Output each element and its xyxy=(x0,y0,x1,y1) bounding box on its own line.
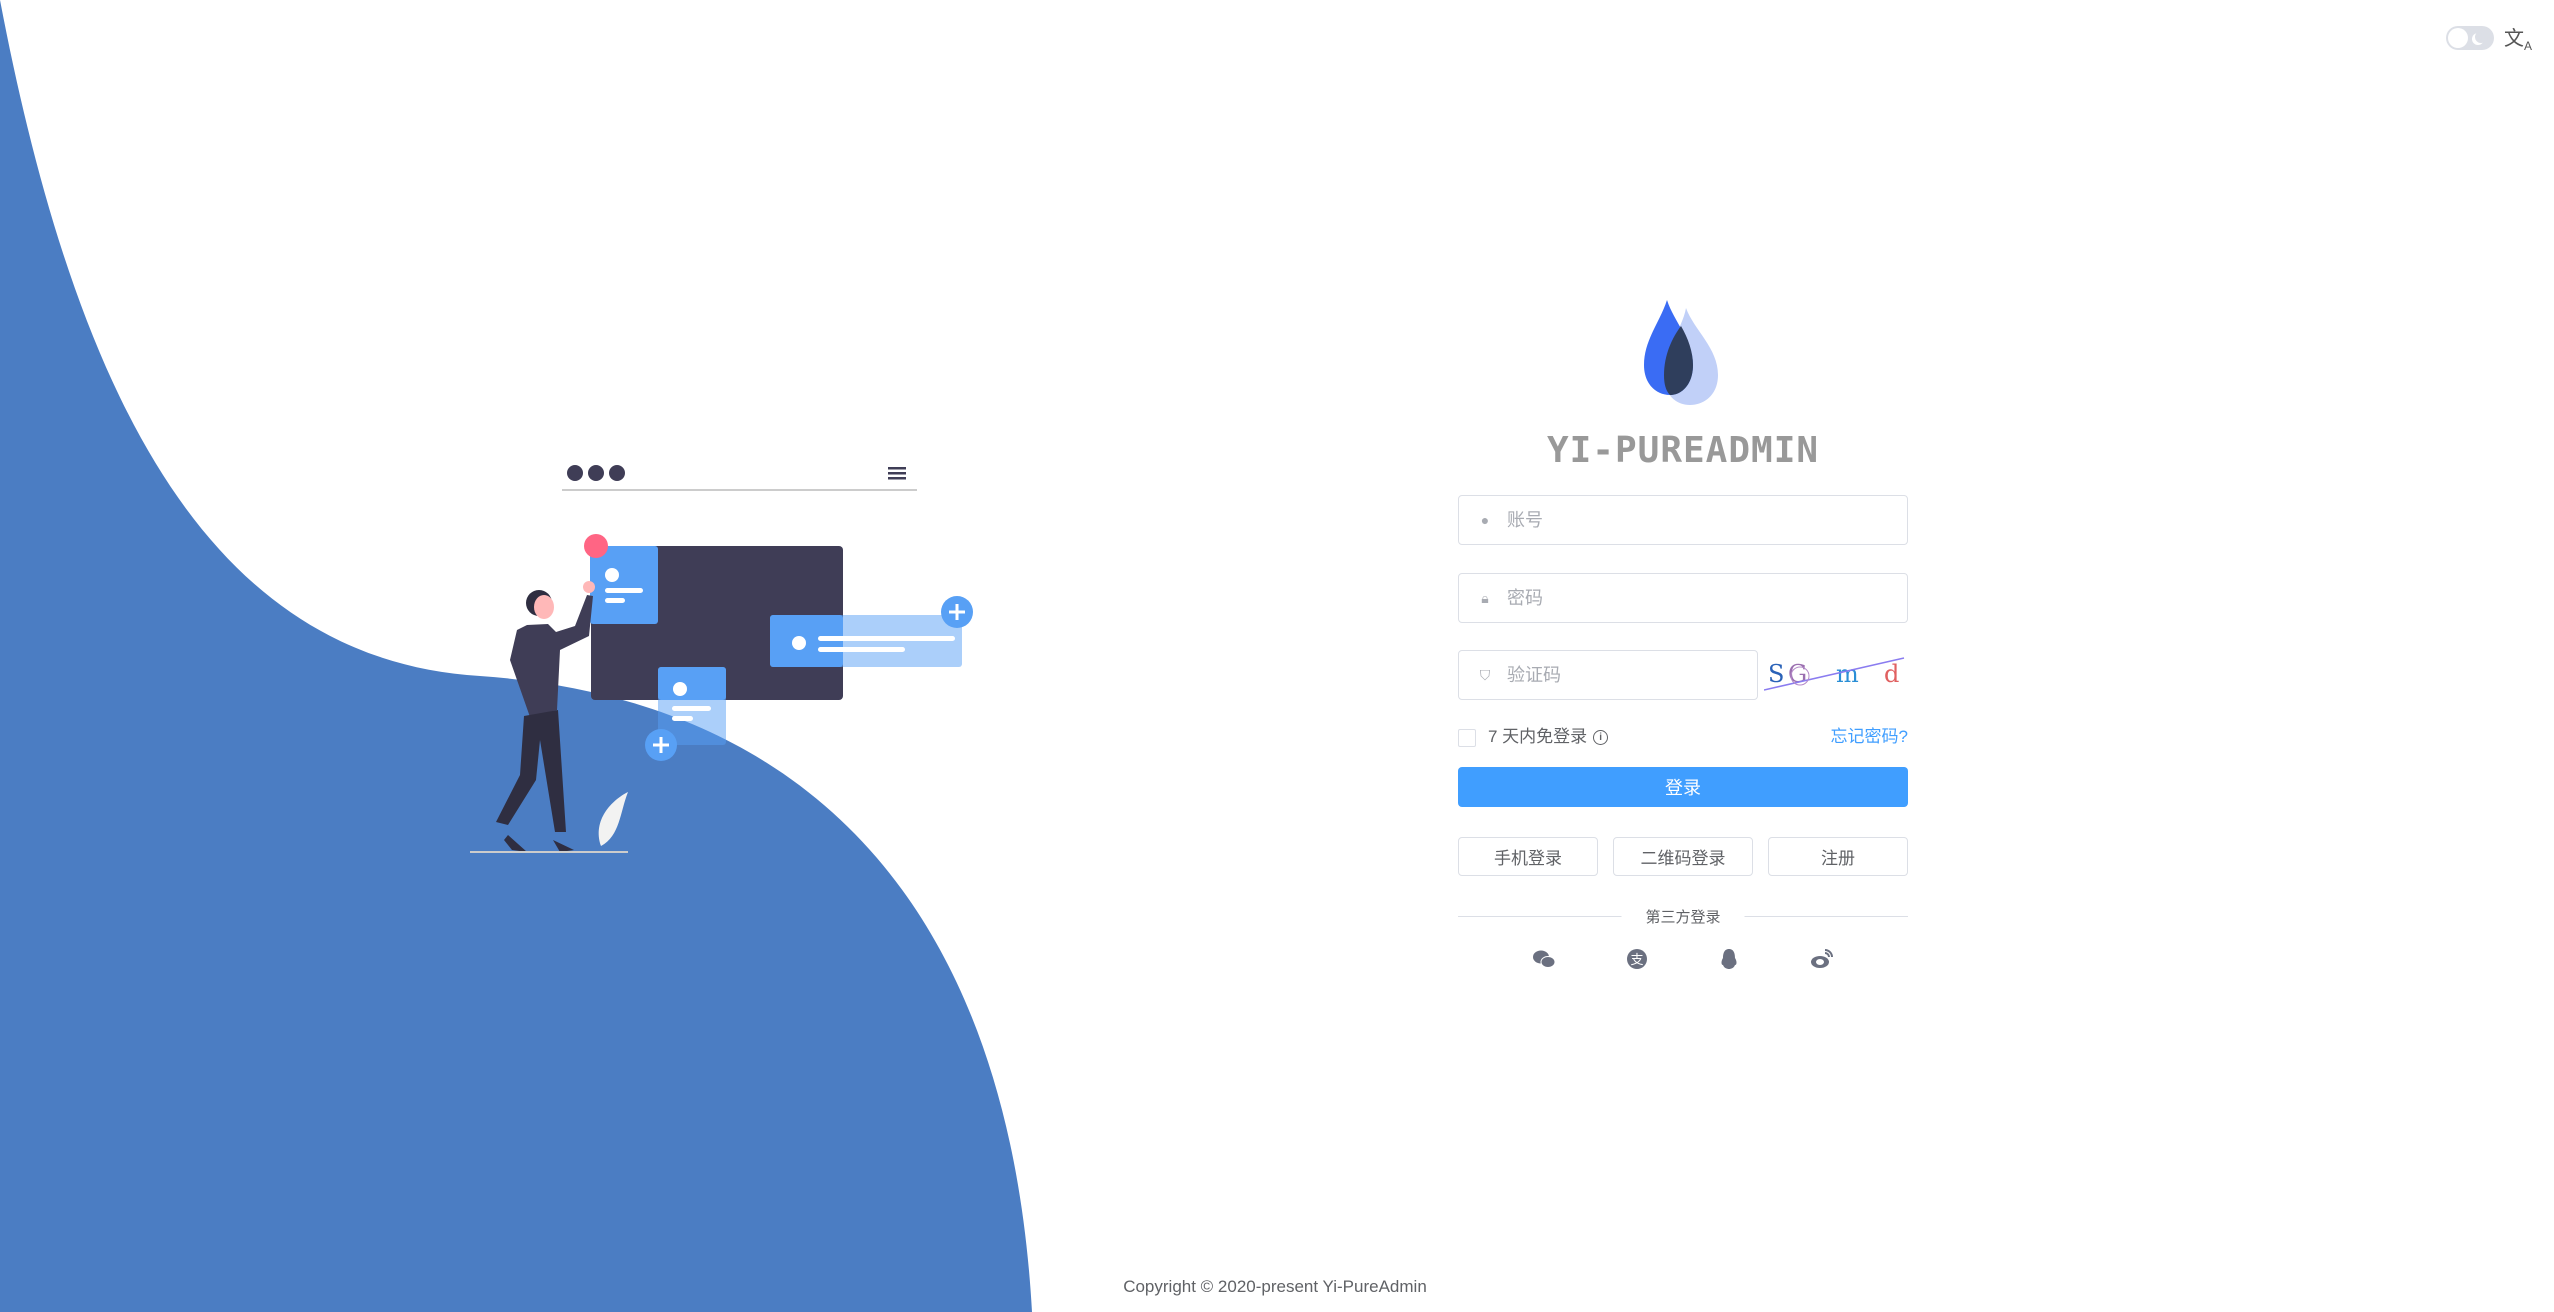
social-login: 支 xyxy=(1458,947,1908,971)
third-party-label: 第三方登录 xyxy=(1621,906,1745,927)
phone-login-button[interactable]: 手机登录 xyxy=(1458,837,1598,876)
captcha-image[interactable]: S G m d xyxy=(1764,650,1908,700)
captcha-field[interactable]: ⛉ xyxy=(1458,650,1758,700)
weibo-icon[interactable] xyxy=(1810,947,1834,971)
remember-label: 7 天内免登录 xyxy=(1488,727,1588,746)
lock-icon: 🔒︎ xyxy=(1481,589,1489,606)
forgot-password-link[interactable]: 忘记密码? xyxy=(1830,727,1908,746)
checkbox-box[interactable] xyxy=(1458,728,1476,747)
footer-copyright: Copyright © 2020-present Yi-PureAdmin xyxy=(0,1277,2554,1297)
login-button[interactable]: 登录 xyxy=(1458,767,1908,807)
captcha-input[interactable] xyxy=(1505,663,1757,687)
svg-text:m: m xyxy=(1836,660,1859,688)
login-illustration xyxy=(470,465,973,853)
wechat-icon[interactable] xyxy=(1532,947,1556,971)
info-icon[interactable]: i xyxy=(1593,730,1609,746)
shield-icon: ⛉ xyxy=(1479,666,1491,683)
top-right-toolbar: 文A xyxy=(2445,22,2532,53)
svg-text:支: 支 xyxy=(1630,952,1643,967)
moon-icon xyxy=(2475,31,2487,43)
logo xyxy=(1644,300,1718,405)
qr-login-button[interactable]: 二维码登录 xyxy=(1613,837,1753,876)
remember-checkbox[interactable]: 7 天内免登录 i xyxy=(1458,722,1609,747)
background-wave xyxy=(0,0,1032,1312)
switch-knob xyxy=(2447,27,2468,48)
user-icon: ● xyxy=(1480,512,1490,528)
password-input[interactable] xyxy=(1505,586,1907,610)
alt-login-buttons: 手机登录 二维码登录 注册 xyxy=(1458,837,1908,876)
password-field[interactable]: 🔒︎ xyxy=(1458,573,1908,623)
qq-icon[interactable] xyxy=(1717,947,1741,971)
remember-row: 7 天内免登录 i 忘记密码? xyxy=(1458,722,1908,747)
svg-text:d: d xyxy=(1884,660,1899,688)
alipay-icon[interactable]: 支 xyxy=(1625,947,1649,971)
app-title: YI-PUREADMIN xyxy=(1546,430,1820,471)
login-form: YI-PUREADMIN ● 🔒︎ ⛉ S G m d 7 天内免登录 i 忘记密… xyxy=(1458,300,1908,971)
dark-mode-switch[interactable] xyxy=(2445,25,2494,50)
register-button[interactable]: 注册 xyxy=(1768,837,1908,876)
translate-icon[interactable]: 文A xyxy=(2503,28,2532,53)
third-party-divider: 第三方登录 xyxy=(1458,906,1908,927)
svg-text:S: S xyxy=(1768,660,1784,688)
username-field[interactable]: ● xyxy=(1458,495,1908,545)
copyright-text: Copyright © 2020-present Yi-PureAdmin xyxy=(1123,1277,1427,1296)
captcha-row: ⛉ S G m d xyxy=(1458,650,1908,700)
username-input[interactable] xyxy=(1505,508,1907,532)
